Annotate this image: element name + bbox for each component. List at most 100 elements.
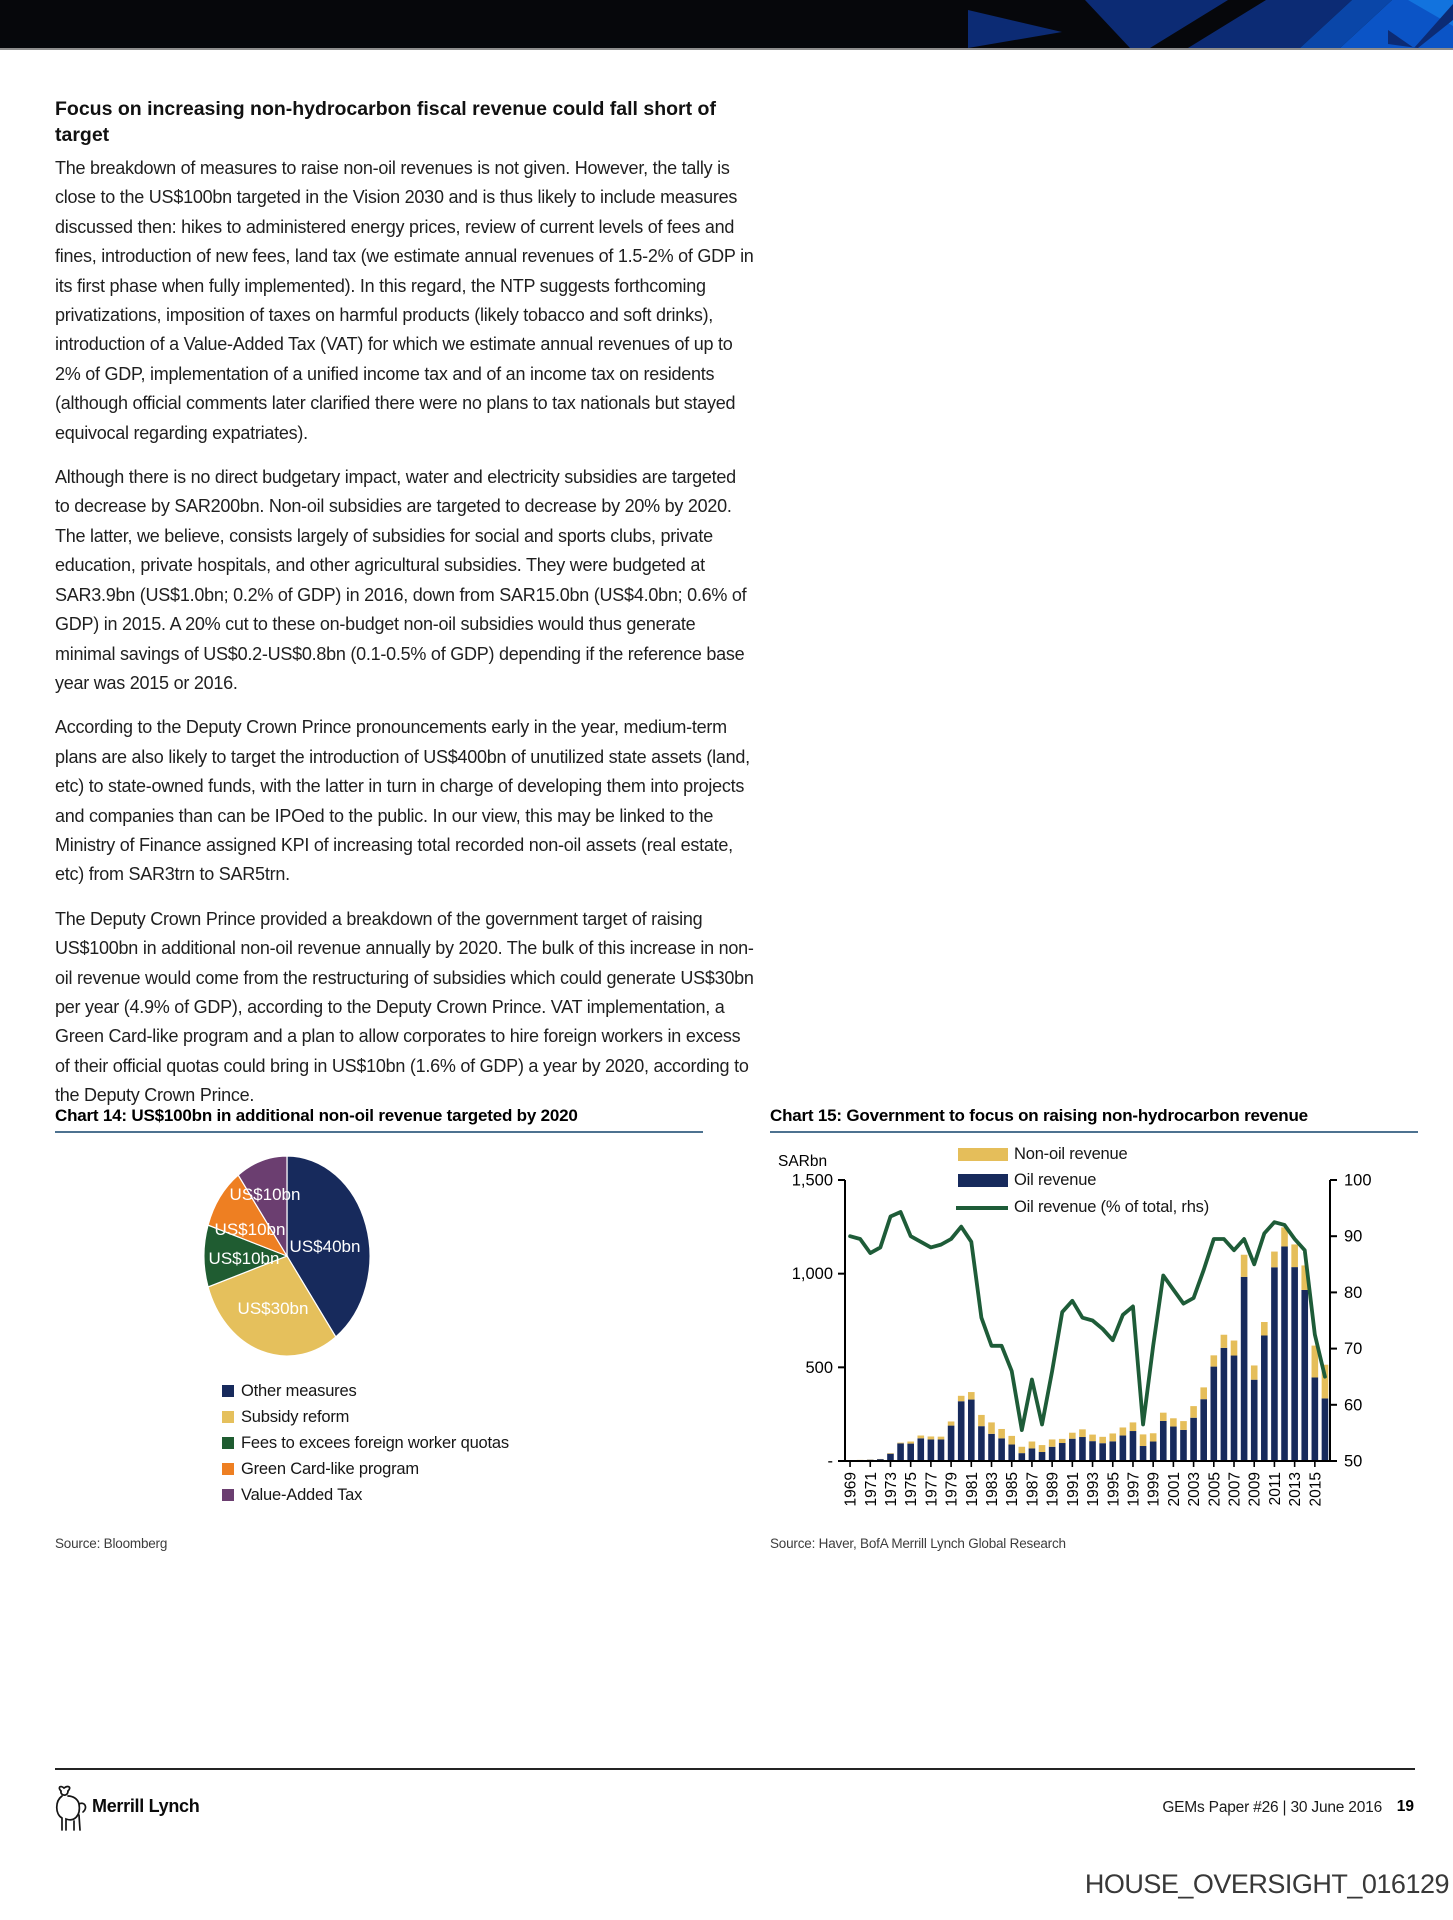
x-tick-label: 1991 [1065,1472,1082,1506]
bar-oil-revenue [1099,1443,1106,1461]
oil-share-line [848,1210,1327,1432]
legend-swatch-fees [222,1437,234,1449]
bar-oil-revenue [1048,1446,1056,1461]
bar-oil-revenue [1058,1443,1066,1461]
bar-non-oil-revenue [937,1436,945,1440]
chart14-title-rule [55,1131,703,1133]
footer-rule [55,1768,1415,1770]
bar-non-oil-revenue [1058,1438,1066,1444]
paragraph-1: The breakdown of measures to raise non-o… [55,158,754,443]
bar-oil-revenue [1018,1453,1026,1461]
legend-swatch-vat [222,1489,234,1501]
bar-oil-revenue [957,1401,965,1461]
x-tick-label: 1971 [863,1472,880,1506]
bar-non-oil-revenue [1261,1322,1268,1336]
chart14-block: Chart 14: US$100bn in additional non-oil… [55,1106,703,1551]
legend-item: Fees to excees foreign worker quotas [222,1430,509,1456]
x-tick-label: 2013 [1287,1472,1304,1506]
bar-oil-revenue [1129,1431,1137,1461]
bar-non-oil-revenue [887,1453,894,1454]
bar-oil-revenue [1079,1437,1086,1461]
bar-oil-revenue [1281,1246,1288,1461]
bar-oil-revenue [1038,1452,1046,1461]
x-tick-label: 1979 [944,1472,961,1506]
left-tick-label: 1,000 [792,1265,833,1283]
bar-oil-revenue [1240,1276,1248,1461]
bar-non-oil-revenue [1109,1433,1117,1442]
legend-label: Fees to excees foreign worker quotas [241,1433,509,1452]
bar-non-oil-revenue [1200,1387,1207,1400]
pie-slice [237,1155,288,1259]
bar-non-oil-revenue [978,1414,985,1427]
bar-oil-revenue [998,1438,1005,1461]
x-tick-label: 2011 [1267,1472,1284,1505]
x-tick-label: 2005 [1206,1472,1223,1506]
bar-oil-revenue [978,1426,985,1461]
bar-oil-revenue [1220,1347,1228,1461]
bar-non-oil-revenue [1038,1445,1046,1453]
left-tick-label: 1,500 [792,1172,833,1190]
x-tick-label: 1997 [1125,1472,1142,1506]
legend-item: Value-Added Tax [222,1482,509,1508]
bar-oil-revenue [1250,1379,1258,1461]
bar-oil-revenue [947,1425,955,1461]
x-tick-label: 1985 [1004,1472,1021,1506]
left-tick-label: - [828,1453,834,1471]
chart15-title-rule [770,1131,1418,1133]
bar-oil-revenue [1139,1446,1147,1461]
right-tick-label: 80 [1344,1284,1362,1302]
legend-label: Value-Added Tax [241,1485,363,1504]
legend-label: Oil revenue [1014,1171,1097,1189]
header-banner [0,0,1453,50]
chart14-legend: Other measures Subsidy reform Fees to ex… [222,1378,509,1508]
pie-slice-label: US$10bn [230,1185,301,1204]
bar-oil-revenue [887,1453,894,1461]
bar-non-oil-revenue [1099,1436,1106,1444]
legend-swatch-other-measures [222,1385,234,1397]
x-tick-label: 2009 [1247,1472,1264,1506]
legend-swatch-green-card [222,1463,234,1475]
pie-slice-label: US$10bn [209,1249,280,1268]
merrill-lynch-bull-logo-icon [55,1785,87,1831]
bar-non-oil-revenue [1230,1340,1238,1356]
bar-oil-revenue [1210,1366,1218,1461]
x-tick-label: 1987 [1024,1472,1041,1506]
legend-label: Subsidy reform [241,1407,350,1426]
footer-brand-wordmark: Merrill Lynch [92,1796,200,1816]
bar-non-oil-revenue [1089,1434,1096,1442]
bar-non-oil-revenue [1240,1254,1248,1277]
bar-oil-revenue [1180,1429,1187,1461]
bar-non-oil-revenue [1008,1435,1016,1445]
bar-non-oil-revenue [1018,1446,1026,1454]
legend-item: Subsidy reform [222,1404,509,1430]
legend-label: Non-oil revenue [1014,1145,1128,1163]
legend-label: Green Card-like program [241,1459,419,1478]
bar-non-oil-revenue [1301,1265,1309,1290]
bar-non-oil-revenue [968,1392,975,1400]
left-axis-unit-label: SARbn [778,1153,827,1170]
x-tick-label: 1977 [923,1472,940,1506]
bar-non-oil-revenue [1069,1432,1076,1439]
right-tick-label: 70 [1344,1340,1362,1358]
bar-non-oil-revenue [1271,1251,1278,1268]
legend-label: Oil revenue (% of total, rhs) [1014,1198,1210,1216]
bar-oil-revenue [1190,1417,1197,1461]
bar-oil-revenue [1008,1444,1016,1461]
bar-non-oil-revenue [1119,1427,1127,1436]
x-tick-label: 2007 [1227,1472,1244,1506]
bar-oil-revenue [1159,1420,1167,1461]
x-tick-label: 1969 [843,1472,860,1506]
pie-chart: US$40bn US$30bn US$10bn US$10bn US$10bn [203,1155,371,1357]
bar-oil-revenue [1089,1441,1096,1461]
pie-slice-label: US$10bn [215,1220,286,1239]
x-tick-label: 1995 [1105,1472,1122,1506]
bar-oil-revenue [937,1439,945,1461]
left-tick-label: 500 [805,1359,833,1377]
bar-oil-revenue [927,1439,935,1461]
chart14-source: Source: Bloomberg [55,1536,168,1551]
footer-page-number: 19 [1396,1798,1414,1815]
pie-slice-label: US$40bn [290,1237,361,1256]
bar-non-oil-revenue [1149,1433,1157,1442]
bar-non-oil-revenue [1291,1244,1298,1268]
pie-slice-label: US$30bn [238,1299,309,1318]
